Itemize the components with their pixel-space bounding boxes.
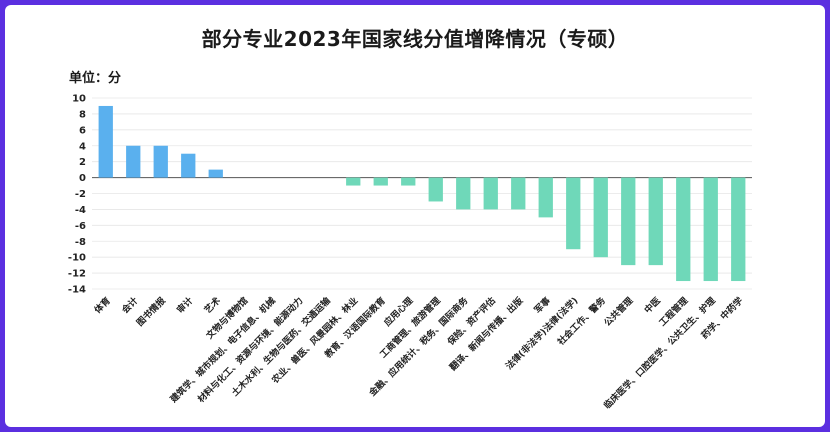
y-tick-label: -2 (75, 189, 86, 200)
chart-title: 部分专业2023年国家线分值增降情况（专硕） (201, 27, 629, 51)
bar (456, 177, 471, 210)
bar (98, 105, 113, 178)
bar (566, 177, 581, 250)
y-tick-label: -8 (75, 237, 86, 248)
y-tick-label: -10 (68, 253, 86, 264)
x-category-label: 审计 (174, 295, 195, 316)
bar (346, 177, 361, 186)
y-tick-label: -6 (75, 221, 86, 232)
bar (511, 177, 526, 210)
x-category-label: 艺术 (202, 295, 223, 316)
bar (593, 177, 608, 258)
y-tick-label: 8 (79, 109, 86, 120)
x-category-label: 中医 (642, 295, 663, 316)
y-tick-label: -4 (75, 205, 86, 216)
y-tick-label: 6 (79, 125, 86, 136)
y-tick-label: 10 (72, 94, 86, 105)
unit-label: 单位：分 (69, 71, 122, 86)
y-tick-label: -14 (68, 285, 86, 296)
bar (153, 145, 168, 178)
x-category-label: 土木水利、生物与医药、交通运输 (229, 294, 334, 399)
bar (208, 169, 223, 178)
bar (483, 177, 498, 210)
y-tick-label: 4 (79, 141, 86, 152)
y-tick-label: -12 (68, 269, 86, 280)
x-category-label: 保险、资产评估 (444, 295, 498, 349)
x-category-label: 体育 (92, 295, 113, 316)
y-tick-label: 0 (79, 173, 86, 184)
bar (538, 177, 553, 218)
bar (181, 153, 196, 178)
bar (428, 177, 443, 202)
bar (126, 145, 141, 178)
bar (401, 177, 416, 186)
bar (703, 177, 718, 282)
bar (648, 177, 663, 266)
x-category-label: 公共管理 (601, 295, 635, 329)
bar (621, 177, 636, 266)
bar (731, 177, 746, 282)
y-tick-label: 2 (79, 157, 86, 168)
x-category-label: 图书情报 (134, 295, 168, 329)
bar (676, 177, 691, 282)
x-category-label: 军事 (532, 295, 553, 316)
x-category-label: 金融、应用统计、税务、国际商务 (366, 294, 471, 399)
bar (373, 177, 388, 186)
x-category-label: 会计 (119, 295, 140, 316)
